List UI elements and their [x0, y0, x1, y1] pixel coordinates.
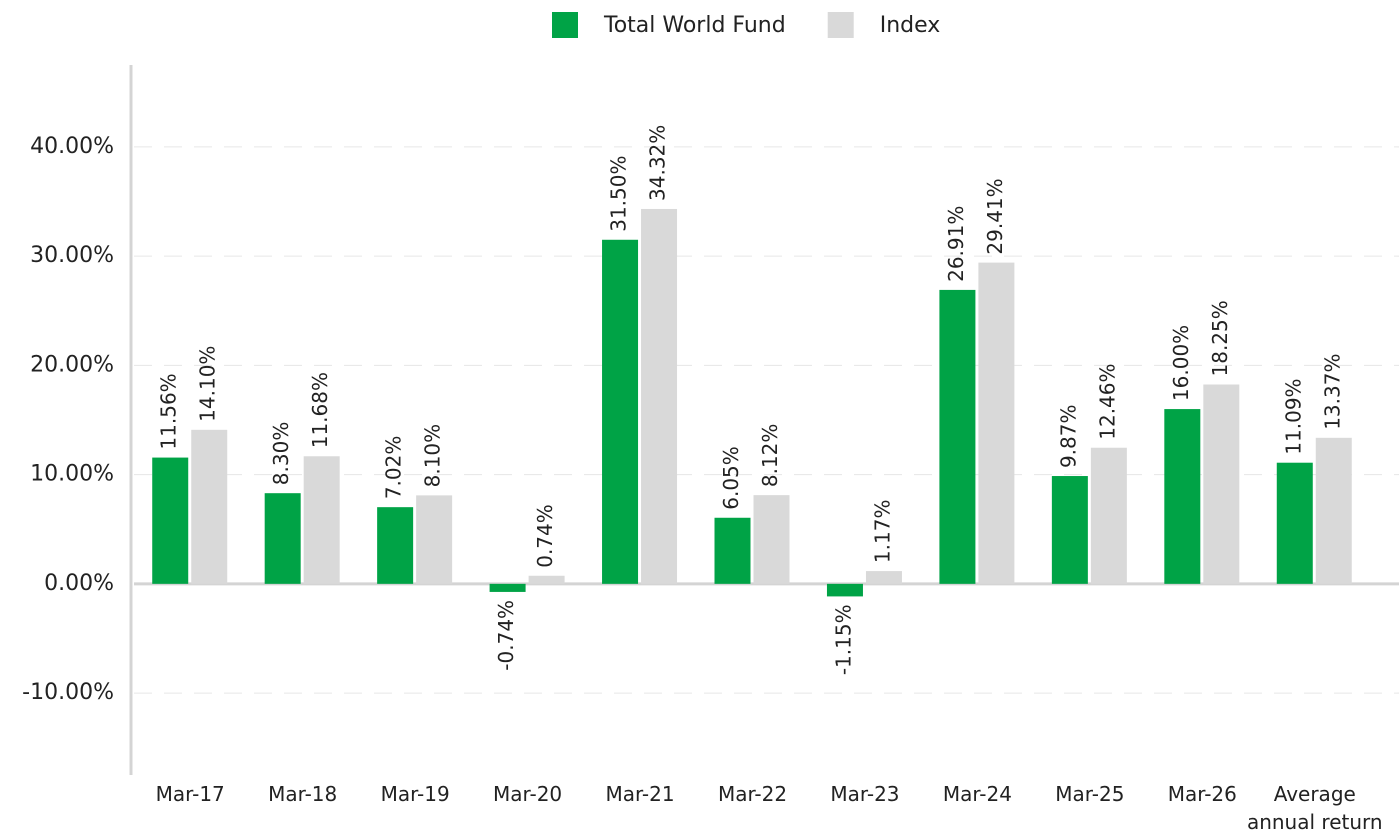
data-label: 26.91%: [944, 206, 968, 282]
bar: [1276, 462, 1313, 584]
y-tick-label: 10.00%: [30, 462, 114, 487]
data-label: 8.30%: [269, 422, 293, 486]
x-tick-label: Mar-26: [1167, 782, 1237, 806]
data-label: 18.25%: [1208, 300, 1232, 376]
x-tick-label: Mar-22: [717, 782, 788, 806]
legend-label: Index: [880, 13, 941, 38]
x-tick-label: Mar-24: [942, 782, 1012, 806]
bar: [826, 583, 863, 597]
data-label: 16.00%: [1169, 325, 1193, 401]
bar: [602, 239, 639, 584]
bar: [641, 208, 678, 584]
x-tick-label: Mar-25: [1055, 782, 1125, 806]
x-tick-label: Mar-20: [493, 782, 563, 806]
x-tick-label: Mar-19: [380, 782, 450, 806]
x-tick-label: Average annual return: [1246, 782, 1383, 834]
data-label: 1.17%: [870, 500, 894, 564]
y-tick-label: 0.00%: [44, 571, 114, 596]
bar: [1203, 384, 1240, 584]
bar: [528, 575, 565, 584]
bar: [978, 262, 1015, 584]
data-label: 6.05%: [719, 446, 743, 510]
legend-swatch: [827, 12, 854, 38]
data-label: 11.68%: [308, 372, 332, 448]
data-label: 14.10%: [196, 346, 220, 422]
data-label: 0.74%: [533, 504, 557, 568]
x-tick-label: Mar-18: [268, 782, 338, 806]
y-tick-label: 40.00%: [30, 134, 114, 159]
data-label: 8.12%: [758, 424, 782, 488]
data-label: 12.46%: [1095, 363, 1119, 439]
data-label: 13.37%: [1320, 354, 1344, 430]
data-label: -0.74%: [494, 600, 518, 671]
data-label: -1.15%: [831, 604, 855, 675]
y-tick-label: 20.00%: [30, 352, 114, 377]
bar: [1051, 476, 1088, 584]
x-tick-label: Mar-17: [155, 782, 225, 806]
data-label: 9.87%: [1056, 404, 1080, 468]
y-tick-label: 30.00%: [30, 243, 114, 268]
data-label: 29.41%: [983, 178, 1007, 254]
x-tick-label: Mar-23: [830, 782, 900, 806]
data-label: 7.02%: [382, 436, 406, 500]
bar: [264, 493, 301, 584]
bar: [152, 457, 189, 584]
x-tick-label: Mar-21: [605, 782, 675, 806]
legend-swatch: [552, 12, 578, 38]
bar: [753, 495, 790, 584]
bar: [191, 429, 228, 584]
bar: [1315, 437, 1352, 584]
bar: [377, 507, 414, 584]
legend-label: Total World Fund: [603, 13, 786, 38]
data-label: 8.10%: [421, 424, 445, 488]
bar: [489, 583, 526, 592]
bar: [303, 456, 340, 584]
bar: [416, 495, 453, 584]
data-label: 11.09%: [1281, 378, 1305, 454]
data-label: 31.50%: [607, 156, 631, 232]
bar: [1164, 409, 1201, 584]
bar: [865, 571, 902, 584]
data-label: 34.32%: [646, 125, 670, 201]
bar: [1090, 447, 1127, 584]
data-label: 11.56%: [157, 373, 181, 449]
y-tick-label: -10.00%: [22, 680, 114, 705]
bar: [939, 289, 976, 584]
bar: [714, 517, 751, 584]
